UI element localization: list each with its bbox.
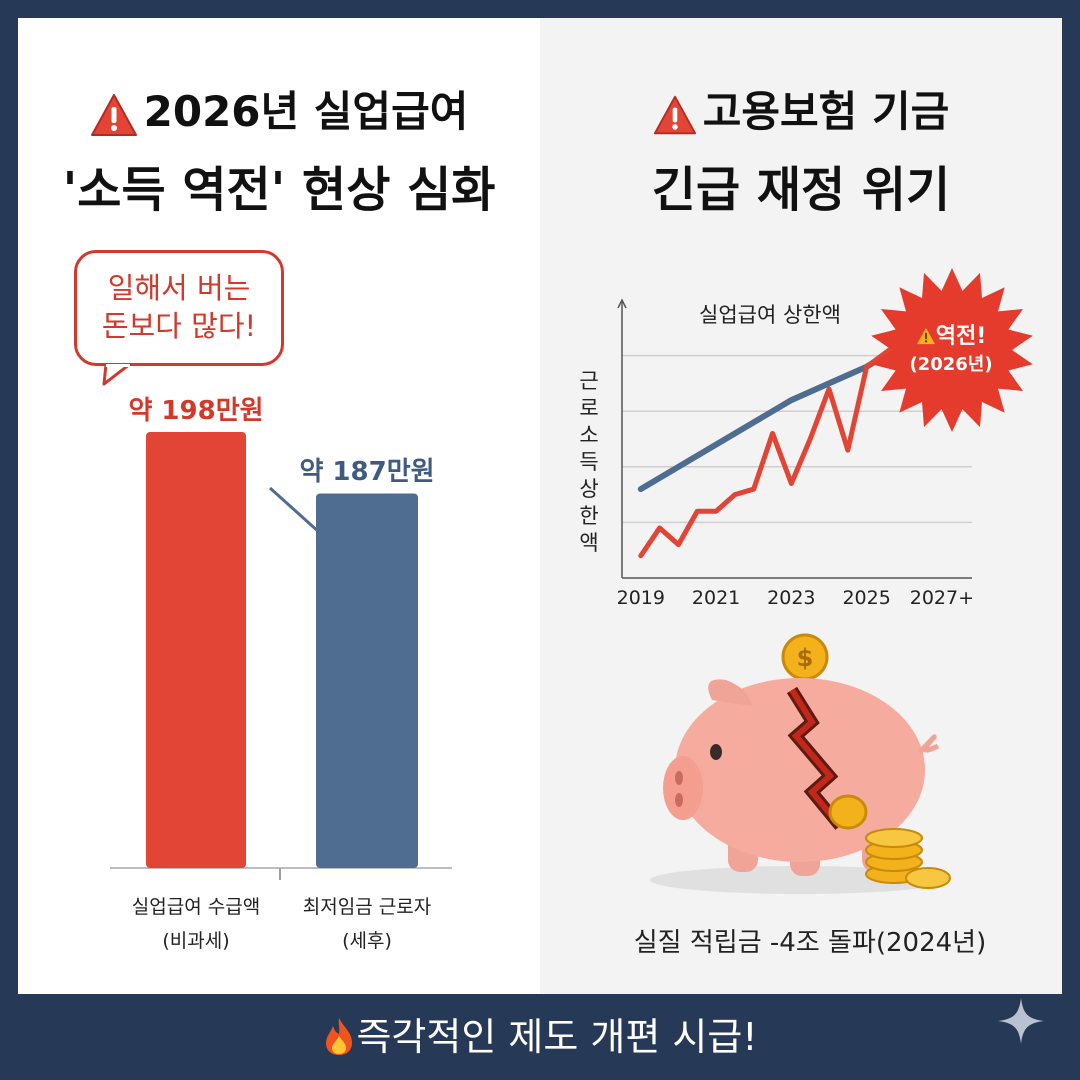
trend-arrowhead — [336, 546, 356, 566]
y-axis-label-char: 근 — [579, 369, 598, 393]
y-axis-label-char: 소 — [579, 423, 598, 447]
burst-label: 역전! (2026년) — [876, 318, 1026, 376]
burst-line1: 역전! — [876, 318, 1026, 350]
bar-1 — [316, 493, 418, 868]
category-sublabel: (비과세) — [162, 930, 230, 952]
fire-icon — [326, 1018, 353, 1055]
trend-arrow — [268, 486, 352, 562]
coin-stack-icon — [828, 794, 951, 889]
x-tick-label: 2027+ — [910, 587, 974, 609]
footer-banner: 즉각적인 제도 개편 시급! — [0, 1006, 1080, 1061]
x-tick-label: 2019 — [617, 587, 665, 609]
category-name: 실업급여 수급액 — [131, 896, 261, 918]
line-chart-title: 실업급여 상한액 — [699, 303, 841, 327]
warning-icon — [916, 327, 935, 345]
bar-category-label-min-wage: 최저임금 근로자 (세후) — [277, 890, 457, 958]
line-series-0 — [637, 349, 893, 493]
speech-bubble: 일해서 버는 돈보다 많다! — [74, 250, 284, 366]
y-axis-arrow — [617, 298, 627, 309]
right-title-text1: 고용보험 기금 — [702, 87, 950, 136]
left-title-line1: 2026년 실업급여 — [18, 78, 540, 139]
y-axis-label-char: 득 — [579, 450, 598, 474]
warning-icon — [653, 95, 696, 134]
bubble-line1: 일해서 버는 — [107, 271, 251, 305]
right-title-line2: 긴급 재정 위기 — [651, 162, 951, 218]
svg-text:$: $ — [797, 644, 814, 672]
line-series-1 — [638, 347, 892, 559]
y-axis-label-char: 상 — [579, 477, 598, 501]
left-title-line2: '소득 역전' 현상 심화 — [62, 162, 496, 218]
bar-0 — [146, 432, 246, 868]
bar-value-label-min-wage: 약 187만원 — [299, 457, 435, 488]
footer-text: 즉각적인 제도 개편 시급! — [356, 1015, 758, 1059]
savings-label: 실질 적립금 -4조 돌파(2024년) — [633, 928, 987, 958]
y-axis-label-char: 한 — [579, 504, 598, 528]
category-name: 최저임금 근로자 — [302, 896, 432, 918]
left-title-text1: 2026년 실업급여 — [143, 87, 469, 136]
left-panel — [18, 18, 540, 994]
warning-icon — [90, 93, 137, 136]
coin-icon: $ — [781, 633, 829, 681]
burst-line2: (2026년) — [909, 354, 993, 375]
bar-category-label-unemployment: 실업급여 수급액 (비과세) — [106, 890, 286, 958]
x-tick-label: 2023 — [767, 587, 815, 609]
x-tick-label: 2021 — [692, 587, 740, 609]
y-axis-label-char: 액 — [579, 531, 598, 555]
bubble-tail — [102, 364, 131, 386]
bubble-line2: 돈보다 많다! — [101, 309, 257, 343]
category-sublabel: (세후) — [342, 930, 392, 952]
x-tick-label: 2025 — [842, 587, 890, 609]
burst-text1: 역전! — [935, 324, 987, 349]
y-axis-label-char: 로 — [579, 396, 598, 420]
right-title-line1: 고용보험 기금 — [540, 78, 1062, 139]
burst-shape — [871, 268, 1033, 432]
sparkle-icon — [998, 998, 1044, 1044]
bar-value-label-unemployment: 약 198만원 — [128, 396, 264, 426]
